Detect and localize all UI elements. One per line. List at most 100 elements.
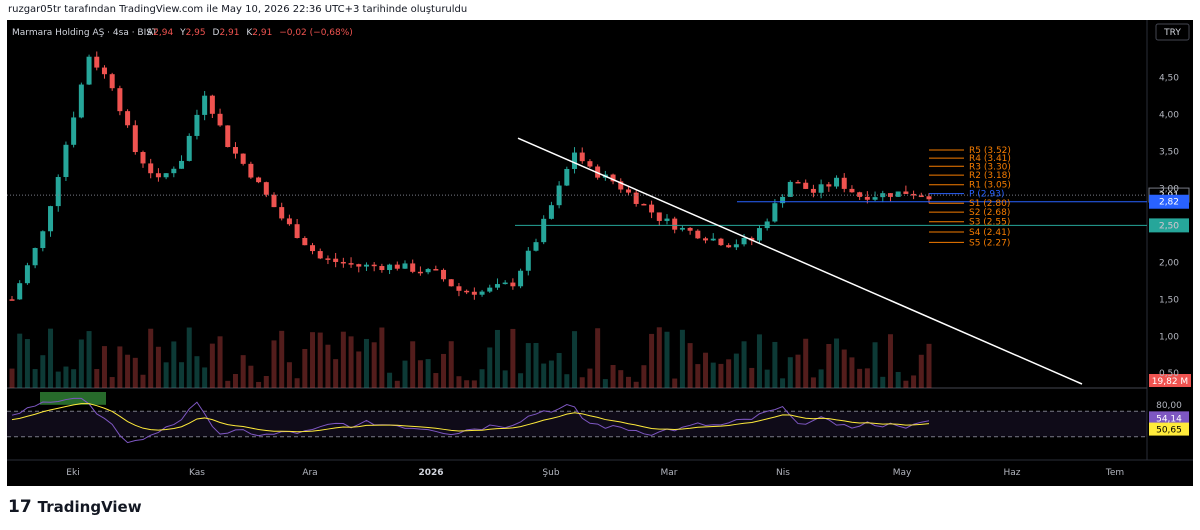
volume-bar [872,342,878,388]
volume-bar [310,332,316,388]
candle-body [194,114,200,136]
volume-bar [148,328,154,388]
volume-bar [86,331,92,388]
grid [7,20,1193,461]
legend-c-label: K [246,28,253,38]
volume-bar [317,332,323,388]
candle-body [363,264,369,267]
chart-area[interactable]: 19,82 M 2,912,822,50 R5 (3.52)R4 (3.41)R… [7,20,1193,486]
candle-body [171,168,177,174]
candle-body [217,113,223,126]
volume-bar [325,344,331,388]
candle-body [479,291,485,295]
volume-bar [24,339,30,388]
candle-body [294,224,300,239]
candle-body [155,173,161,178]
volume-bar [710,362,716,388]
volume-bar [17,333,23,388]
candles [9,51,932,301]
candle-body [410,263,416,272]
candle-body [279,207,285,219]
volume-bar [125,354,131,388]
candle-body [656,212,662,221]
candle-body [371,264,377,267]
tradingview-logo[interactable]: 17 TradingView [8,497,142,517]
candle-body [564,168,570,186]
volume-bar [471,380,477,388]
volume-bar [533,343,539,388]
pivot-label: S5 (2.27) [969,238,1010,248]
volume-bar [240,355,246,388]
candle-body [132,125,138,153]
pivot-label: R1 (3.05) [969,181,1011,191]
candle-body [533,242,539,251]
volume-bar [109,377,115,388]
volume-bar [232,373,238,388]
candle-body [572,152,578,169]
legend-change: −0,02 (−0,68%) [279,28,353,38]
volume-bar [279,330,285,388]
volume-bar [256,381,262,388]
volume-bar [903,380,909,388]
candle-body [756,228,762,241]
pivot-label: R4 (3.41) [969,154,1011,164]
volume-bar [695,364,701,388]
volume-bar [641,365,647,388]
candle-body [248,163,254,178]
candle-body [9,299,15,301]
candle-body [772,203,778,222]
candle-body [140,152,146,164]
volume-bar [726,359,732,388]
candle-body [101,67,107,75]
candle-body [78,84,84,118]
candle-body [633,192,639,204]
volume-bar [63,366,69,388]
x-tick-label: Şub [542,468,559,478]
volume-bar [857,368,863,388]
volume-bar [518,373,524,388]
candle-body [887,193,893,197]
volume-bar [425,359,431,388]
candle-body [718,238,724,246]
x-tick-label: Nis [776,468,790,478]
volume-bar [649,333,655,388]
x-tick-label: Haz [1003,468,1020,478]
candle-body [271,194,277,208]
volume-bar [510,328,516,388]
currency-button[interactable]: TRY [1155,23,1190,41]
rsi-value-tag [1149,411,1189,425]
volume-bar [487,347,493,388]
legend-l-label: D [213,28,220,38]
pivot-label: S1 (2.80) [969,199,1010,209]
volume-bar [479,369,485,388]
candle-body [787,181,793,197]
legend-h-label: Y [179,28,186,38]
volume-bar [756,334,762,388]
volume-bar [248,365,254,388]
volume-bar [541,363,547,388]
candle-body [926,196,932,200]
volume-bar [556,353,562,388]
horizontal-levels: 2,912,822,50 [7,187,1190,233]
candle-body [394,264,400,269]
volume-bar [410,341,416,388]
y-tick-label: 3,50 [1159,147,1179,157]
candle-body [63,144,69,178]
chart-credit: ruzgar05tr tarafından TradingView.com il… [8,4,468,15]
volume-bar [841,349,847,388]
candle-body [32,248,38,266]
volume-bar [718,363,724,388]
volume-bar [818,369,824,388]
y-tick-label: 2,50 [1159,221,1179,231]
candle-body [703,238,709,241]
volume-bar [132,357,138,388]
candle-body [494,284,500,288]
candle-body [502,282,508,285]
volume-bar [32,369,38,388]
volume-bar [78,339,84,388]
candle-body [148,163,154,174]
volume-bar [911,375,917,388]
level-label: 2,82 [1159,198,1179,208]
candle-body [402,263,408,269]
volume-bar [880,376,886,388]
